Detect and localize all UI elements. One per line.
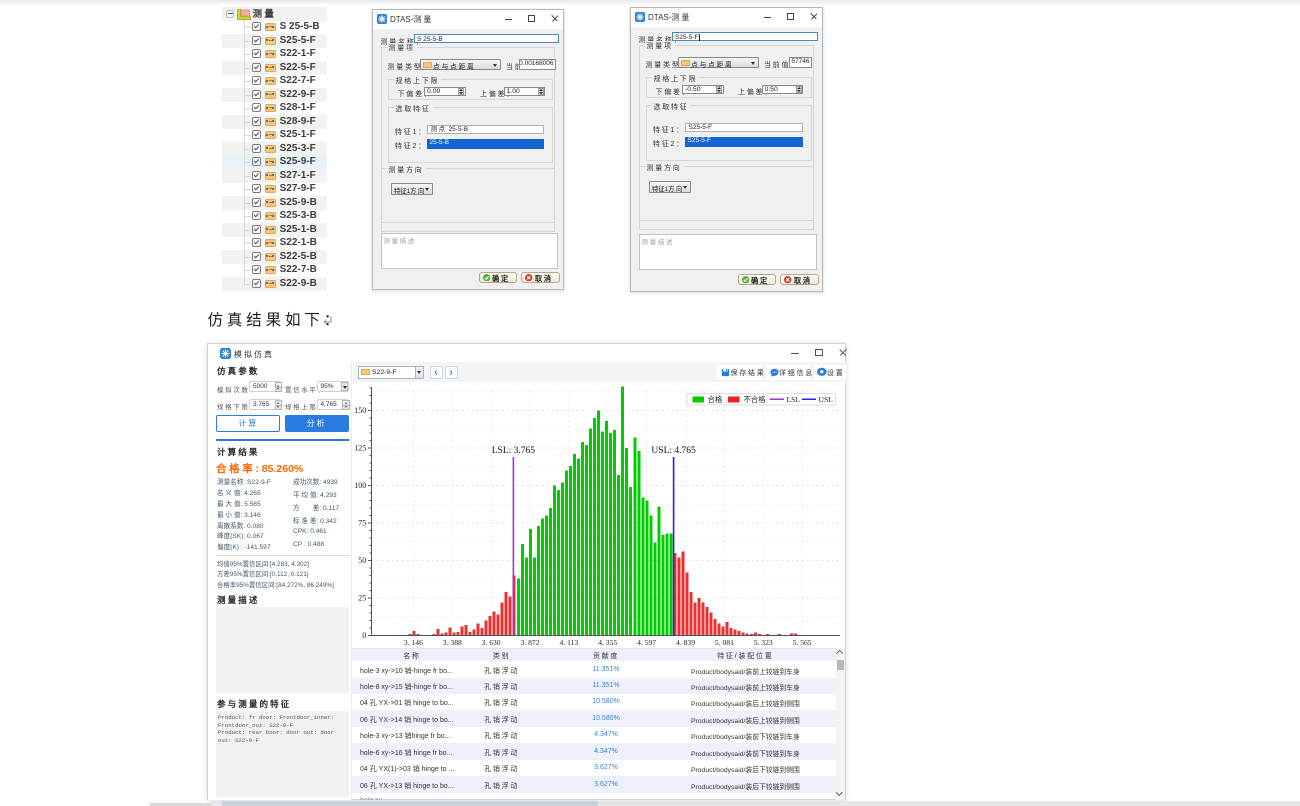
svg-text:100: 100 bbox=[354, 481, 366, 490]
svg-text:5. 323: 5. 323 bbox=[754, 638, 773, 646]
svg-text:125: 125 bbox=[354, 444, 366, 453]
svg-text:3. 146: 3. 146 bbox=[404, 638, 423, 646]
svg-text:4. 597: 4. 597 bbox=[637, 638, 656, 646]
svg-text:4. 355: 4. 355 bbox=[598, 638, 617, 646]
svg-text:合格: 合格 bbox=[708, 395, 723, 404]
svg-text:USL: 4.765: USL: 4.765 bbox=[651, 446, 696, 456]
svg-text:50: 50 bbox=[358, 556, 366, 565]
svg-text:3. 630: 3. 630 bbox=[482, 638, 501, 646]
svg-text:3. 388: 3. 388 bbox=[443, 638, 462, 646]
svg-text:25: 25 bbox=[358, 594, 366, 603]
svg-text:LSL: 3.765: LSL: 3.765 bbox=[492, 446, 536, 456]
svg-text:5. 081: 5. 081 bbox=[715, 638, 734, 646]
svg-text:LSL: LSL bbox=[787, 395, 801, 404]
svg-text:4. 113: 4. 113 bbox=[560, 638, 579, 646]
svg-text:150: 150 bbox=[354, 406, 366, 415]
svg-text:不合格: 不合格 bbox=[744, 395, 767, 404]
svg-text:0: 0 bbox=[362, 631, 366, 640]
svg-text:75: 75 bbox=[358, 519, 366, 528]
svg-text:5. 565: 5. 565 bbox=[793, 638, 812, 646]
svg-text:4. 839: 4. 839 bbox=[676, 638, 695, 646]
svg-text:USL: USL bbox=[819, 395, 834, 404]
svg-text:3. 872: 3. 872 bbox=[521, 638, 540, 646]
